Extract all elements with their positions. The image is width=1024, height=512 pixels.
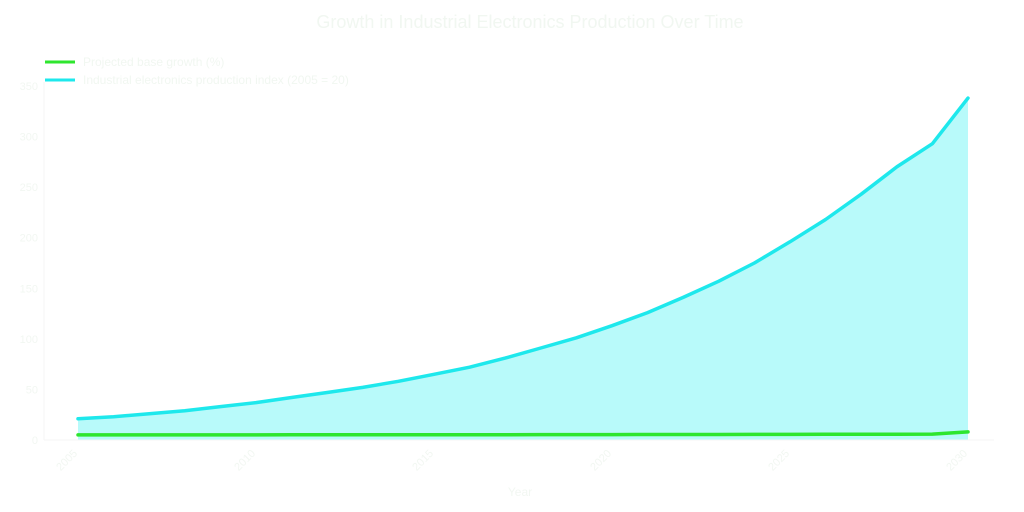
y-tick-label: 250	[20, 182, 38, 194]
y-tick-label: 50	[26, 384, 38, 396]
series-line-1	[76, 96, 970, 421]
y-tick-label: 200	[20, 233, 38, 245]
y-tick-label: 0	[32, 435, 38, 447]
plot-area	[76, 96, 970, 440]
series-area-1	[78, 98, 968, 440]
y-tick-label: 150	[20, 283, 38, 295]
chart-title: Growth in Industrial Electronics Product…	[316, 12, 743, 32]
y-axis: 0 50 100 150 200 250 300 350	[20, 81, 45, 447]
x-tick-label: 2005	[54, 448, 80, 474]
x-axis-label: Year	[508, 485, 532, 499]
x-tick-label: 2020	[588, 448, 614, 474]
series-line-0	[76, 430, 970, 437]
x-tick-label: 2010	[232, 448, 258, 474]
x-axis: 2005 2010 2015 2020 2025 2030	[44, 439, 994, 474]
x-tick-label: 2030	[944, 448, 970, 474]
legend: Projected base growth (%) Industrial ele…	[45, 55, 349, 87]
legend-label-base-growth: Projected base growth (%)	[83, 55, 224, 69]
legend-label-production-index: Industrial electronics production index …	[83, 73, 349, 87]
y-tick-label: 100	[20, 334, 38, 346]
y-tick-label: 350	[20, 81, 38, 93]
x-tick-label: 2015	[410, 448, 436, 474]
y-tick-label: 300	[20, 132, 38, 144]
x-tick-label: 2025	[766, 448, 792, 474]
